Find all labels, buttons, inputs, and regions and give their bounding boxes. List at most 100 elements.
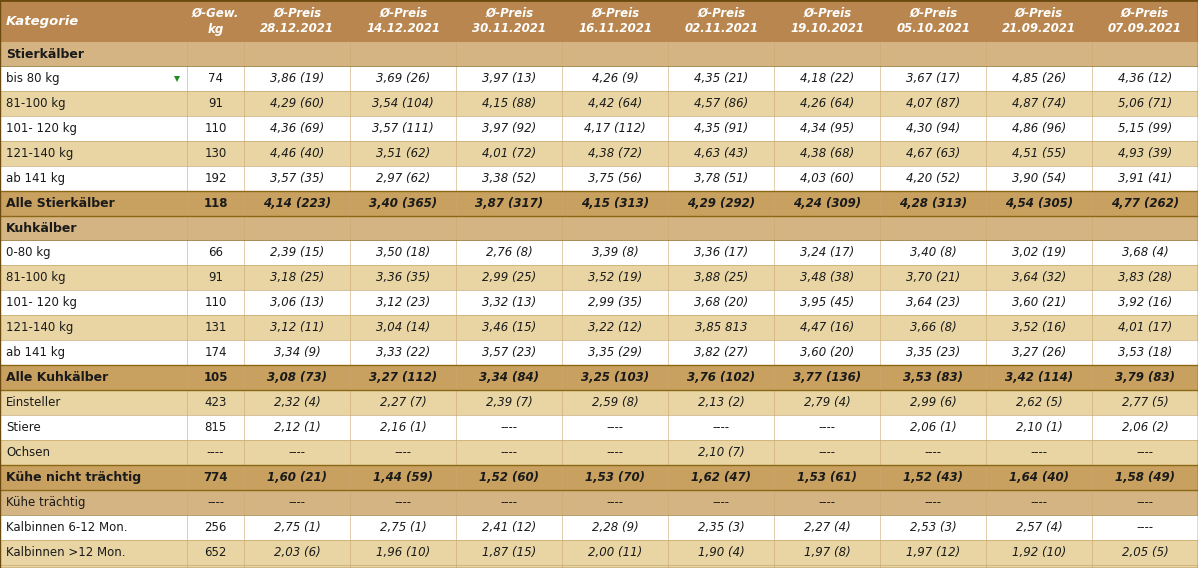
Text: 2,32 (4): 2,32 (4) bbox=[274, 396, 321, 409]
Text: 4,01 (72): 4,01 (72) bbox=[482, 147, 537, 160]
Text: 2,06 (1): 2,06 (1) bbox=[909, 421, 956, 434]
Text: 2,59 (8): 2,59 (8) bbox=[592, 396, 639, 409]
Bar bbox=[0, 515, 1198, 540]
Text: Alle Kuhkälber: Alle Kuhkälber bbox=[6, 371, 108, 384]
Text: 3,68 (20): 3,68 (20) bbox=[694, 296, 749, 309]
Text: ----: ---- bbox=[395, 446, 412, 459]
Text: 74: 74 bbox=[208, 72, 223, 85]
Text: 130: 130 bbox=[205, 147, 226, 160]
Text: 2,79 (4): 2,79 (4) bbox=[804, 396, 851, 409]
Text: 1,52 (43): 1,52 (43) bbox=[903, 471, 963, 484]
Text: 05.10.2021: 05.10.2021 bbox=[896, 23, 970, 35]
Text: Kühe nicht trächtig: Kühe nicht trächtig bbox=[6, 471, 141, 484]
Text: 4,35 (91): 4,35 (91) bbox=[694, 122, 749, 135]
Text: 4,46 (40): 4,46 (40) bbox=[271, 147, 325, 160]
Text: Ø-Preis: Ø-Preis bbox=[909, 6, 957, 19]
Text: 1,60 (21): 1,60 (21) bbox=[267, 471, 327, 484]
Text: 3,48 (38): 3,48 (38) bbox=[800, 271, 854, 284]
Bar bbox=[0, 390, 1198, 415]
Text: 4,24 (309): 4,24 (309) bbox=[793, 197, 861, 210]
Text: 3,39 (8): 3,39 (8) bbox=[592, 246, 639, 259]
Text: 3,06 (13): 3,06 (13) bbox=[271, 296, 325, 309]
Text: 110: 110 bbox=[205, 296, 226, 309]
Text: 2,75 (1): 2,75 (1) bbox=[380, 521, 426, 534]
Text: 3,52 (16): 3,52 (16) bbox=[1012, 321, 1066, 334]
Text: 4,93 (39): 4,93 (39) bbox=[1118, 147, 1172, 160]
Text: 3,88 (25): 3,88 (25) bbox=[694, 271, 749, 284]
Text: 1,53 (70): 1,53 (70) bbox=[586, 471, 646, 484]
Bar bbox=[0, 465, 1198, 490]
Bar bbox=[0, 91, 1198, 116]
Text: 3,50 (18): 3,50 (18) bbox=[376, 246, 430, 259]
Text: 101- 120 kg: 101- 120 kg bbox=[6, 122, 77, 135]
Text: 101- 120 kg: 101- 120 kg bbox=[6, 296, 77, 309]
Bar bbox=[0, 440, 1198, 465]
Text: 3,12 (23): 3,12 (23) bbox=[376, 296, 430, 309]
Text: Kategorie: Kategorie bbox=[6, 15, 79, 27]
Bar bbox=[0, 290, 1198, 315]
Text: 3,78 (51): 3,78 (51) bbox=[694, 172, 749, 185]
Text: 3,36 (17): 3,36 (17) bbox=[694, 246, 749, 259]
Text: 4,87 (74): 4,87 (74) bbox=[1012, 97, 1066, 110]
Text: 3,25 (103): 3,25 (103) bbox=[581, 371, 649, 384]
Text: 3,57 (35): 3,57 (35) bbox=[271, 172, 325, 185]
Text: 5,15 (99): 5,15 (99) bbox=[1118, 122, 1172, 135]
Text: Ø-Preis: Ø-Preis bbox=[1121, 6, 1169, 19]
Bar bbox=[0, 141, 1198, 166]
Text: 105: 105 bbox=[204, 371, 228, 384]
Text: ----: ---- bbox=[207, 446, 224, 459]
Text: ----: ---- bbox=[289, 496, 305, 509]
Text: Alle Stierkälber: Alle Stierkälber bbox=[6, 197, 115, 210]
Text: 1,97 (8): 1,97 (8) bbox=[804, 546, 851, 559]
Text: 4,38 (72): 4,38 (72) bbox=[588, 147, 642, 160]
Text: 4,63 (43): 4,63 (43) bbox=[694, 147, 749, 160]
Text: ----: ---- bbox=[1030, 496, 1047, 509]
Text: 3,83 (28): 3,83 (28) bbox=[1118, 271, 1172, 284]
Text: ----: ---- bbox=[606, 446, 624, 459]
Text: 3,60 (20): 3,60 (20) bbox=[800, 346, 854, 359]
Text: 3,35 (23): 3,35 (23) bbox=[906, 346, 961, 359]
Text: 3,82 (27): 3,82 (27) bbox=[694, 346, 749, 359]
Text: 4,85 (26): 4,85 (26) bbox=[1012, 72, 1066, 85]
Text: 3,67 (17): 3,67 (17) bbox=[906, 72, 961, 85]
Text: ----: ---- bbox=[713, 496, 730, 509]
Text: Einsteller: Einsteller bbox=[6, 396, 61, 409]
Text: 4,47 (16): 4,47 (16) bbox=[800, 321, 854, 334]
Text: 4,77 (262): 4,77 (262) bbox=[1111, 197, 1179, 210]
Bar bbox=[0, 490, 1198, 515]
Text: 1,52 (60): 1,52 (60) bbox=[479, 471, 539, 484]
Text: 3,64 (23): 3,64 (23) bbox=[906, 296, 961, 309]
Text: 4,51 (55): 4,51 (55) bbox=[1012, 147, 1066, 160]
Text: 3,86 (19): 3,86 (19) bbox=[271, 72, 325, 85]
Bar bbox=[0, 166, 1198, 191]
Text: 423: 423 bbox=[205, 396, 226, 409]
Text: 4,20 (52): 4,20 (52) bbox=[906, 172, 961, 185]
Bar bbox=[0, 191, 1198, 216]
Text: 3,69 (26): 3,69 (26) bbox=[376, 72, 430, 85]
Bar bbox=[0, 540, 1198, 565]
Text: 2,77 (5): 2,77 (5) bbox=[1121, 396, 1168, 409]
Text: 4,28 (313): 4,28 (313) bbox=[898, 197, 967, 210]
Text: 4,36 (12): 4,36 (12) bbox=[1118, 72, 1172, 85]
Bar bbox=[0, 0, 1198, 42]
Text: 1,97 (12): 1,97 (12) bbox=[906, 546, 961, 559]
Text: 2,03 (6): 2,03 (6) bbox=[274, 546, 321, 559]
Text: 3,33 (22): 3,33 (22) bbox=[376, 346, 430, 359]
Text: 174: 174 bbox=[205, 346, 226, 359]
Text: 192: 192 bbox=[205, 172, 226, 185]
Text: bis 80 kg: bis 80 kg bbox=[6, 72, 60, 85]
Bar bbox=[0, 265, 1198, 290]
Text: 81-100 kg: 81-100 kg bbox=[6, 271, 66, 284]
Text: 3,91 (41): 3,91 (41) bbox=[1118, 172, 1172, 185]
Bar bbox=[0, 315, 1198, 340]
Text: 1,92 (10): 1,92 (10) bbox=[1012, 546, 1066, 559]
Text: Ø-Preis: Ø-Preis bbox=[1015, 6, 1063, 19]
Text: 121-140 kg: 121-140 kg bbox=[6, 321, 73, 334]
Text: 2,57 (4): 2,57 (4) bbox=[1016, 521, 1063, 534]
Text: 4,15 (313): 4,15 (313) bbox=[581, 197, 649, 210]
Text: 2,39 (15): 2,39 (15) bbox=[271, 246, 325, 259]
Text: Ochsen: Ochsen bbox=[6, 446, 50, 459]
Text: 3,97 (92): 3,97 (92) bbox=[482, 122, 537, 135]
Text: 3,60 (21): 3,60 (21) bbox=[1012, 296, 1066, 309]
Text: 4,67 (63): 4,67 (63) bbox=[906, 147, 961, 160]
